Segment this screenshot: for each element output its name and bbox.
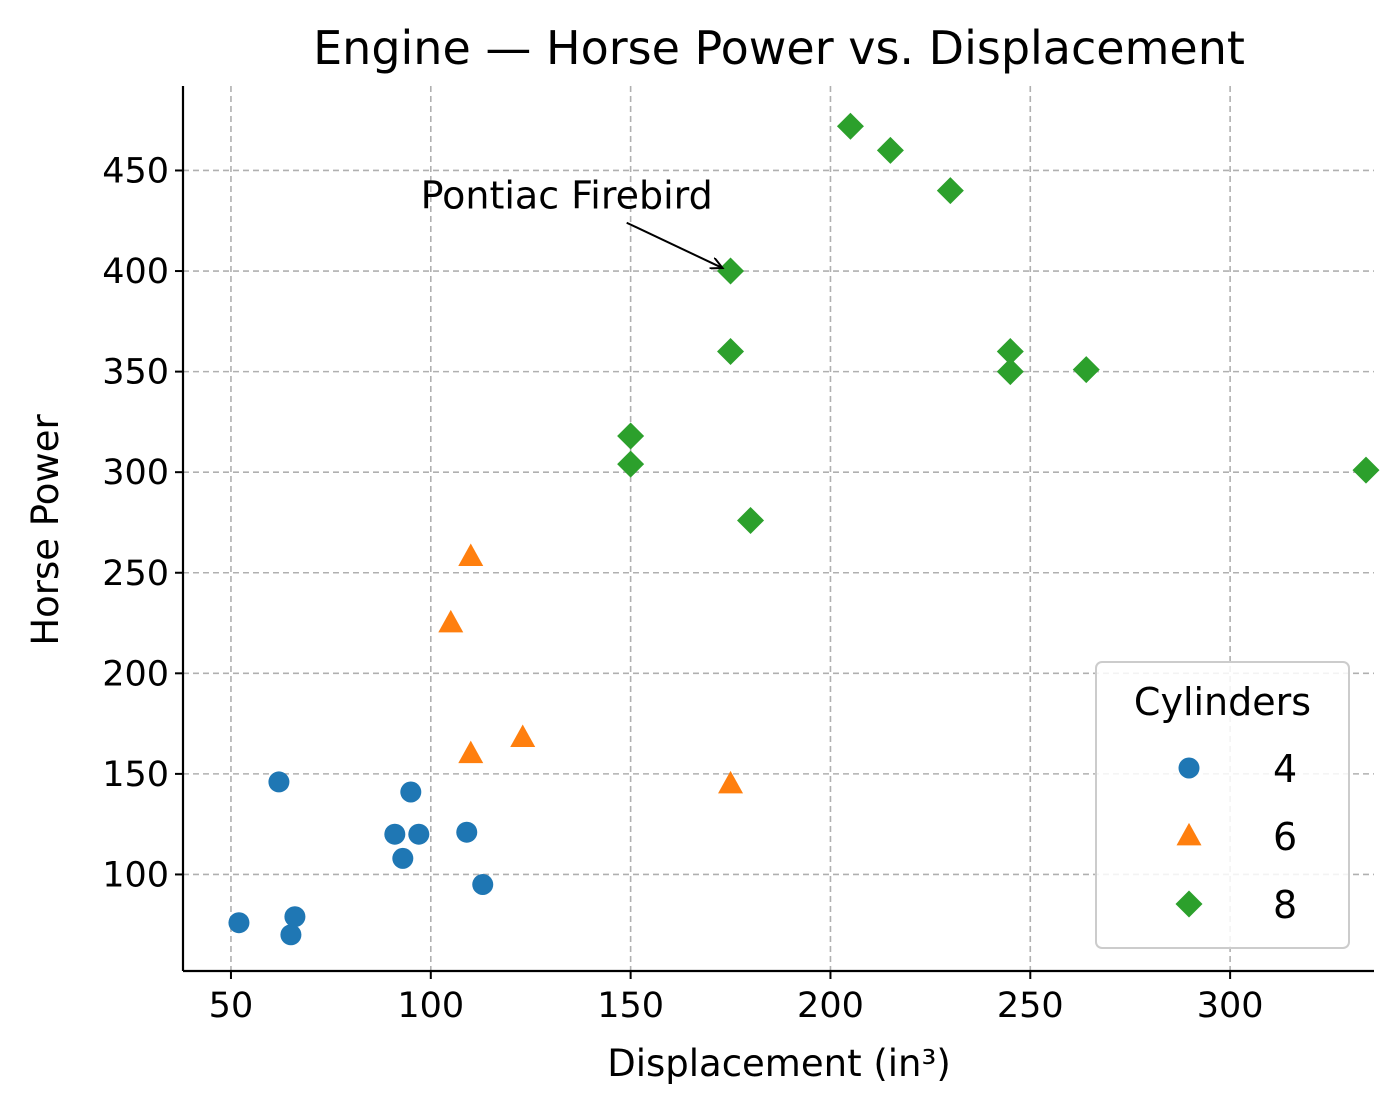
data-point	[408, 823, 430, 845]
series-4	[228, 771, 494, 946]
y-tick-label: 450	[102, 151, 169, 191]
legend-marker	[1178, 757, 1200, 779]
legend-entry-label: 4	[1273, 747, 1297, 791]
series-8	[617, 112, 1380, 534]
x-tick-label: 300	[1197, 986, 1264, 1026]
annotation-arrow	[626, 221, 723, 268]
x-tick-label: 150	[597, 986, 664, 1026]
x-tick-label: 200	[797, 986, 864, 1026]
x-axis-label: Displacement (in³)	[607, 1042, 951, 1085]
data-point	[717, 338, 745, 365]
data-point	[717, 257, 745, 285]
y-tick-label: 150	[102, 755, 169, 795]
data-point	[737, 506, 765, 534]
legend-entry-label: 8	[1273, 883, 1297, 927]
data-point	[268, 771, 290, 793]
y-tick-label: 100	[102, 855, 169, 895]
x-tick-label: 250	[997, 986, 1064, 1026]
legend-box	[1095, 661, 1350, 949]
data-point	[876, 136, 904, 164]
data-point	[718, 770, 744, 794]
data-point	[936, 177, 964, 205]
data-points	[228, 112, 1380, 946]
data-point	[456, 821, 478, 843]
x-tick-label: 50	[209, 986, 254, 1026]
data-point	[836, 112, 864, 140]
data-point	[384, 823, 406, 845]
y-axis-label: Horse Power	[24, 414, 67, 646]
series-6	[438, 543, 744, 794]
data-point	[400, 781, 422, 803]
y-tick-label: 350	[102, 353, 169, 393]
data-point	[1352, 456, 1380, 484]
data-point	[458, 543, 484, 567]
y-tick-label: 300	[102, 453, 169, 493]
legend-entry-label: 6	[1273, 815, 1297, 859]
data-point	[510, 724, 536, 748]
annotation-label: Pontiac Firebird	[421, 174, 713, 218]
legend-marker	[1176, 822, 1202, 846]
data-point	[438, 609, 464, 633]
y-tick-label: 200	[102, 654, 169, 694]
data-point	[996, 338, 1024, 365]
y-tick-label: 250	[102, 554, 169, 594]
data-point	[617, 450, 645, 478]
data-point	[1072, 356, 1100, 384]
data-point	[617, 422, 645, 450]
data-point	[392, 847, 414, 869]
legend-title: Cylinders	[1134, 680, 1311, 724]
annotations: Pontiac Firebird	[421, 174, 723, 268]
data-point	[458, 740, 484, 764]
data-point	[228, 912, 250, 934]
axes: 50 100 150 200 250 300 100 150 200 250 300 350 400 45…	[102, 86, 1374, 1026]
data-point	[284, 906, 306, 928]
legend-marker	[1175, 890, 1203, 918]
legend: Cylinders 4 6 8	[1095, 661, 1350, 949]
data-point	[472, 874, 494, 896]
data-point	[996, 358, 1024, 386]
y-tick-label: 400	[102, 252, 169, 292]
x-tick-label: 100	[397, 986, 464, 1026]
chart-title: Engine — Horse Power vs. Displacement	[313, 21, 1245, 75]
data-point	[280, 924, 302, 946]
